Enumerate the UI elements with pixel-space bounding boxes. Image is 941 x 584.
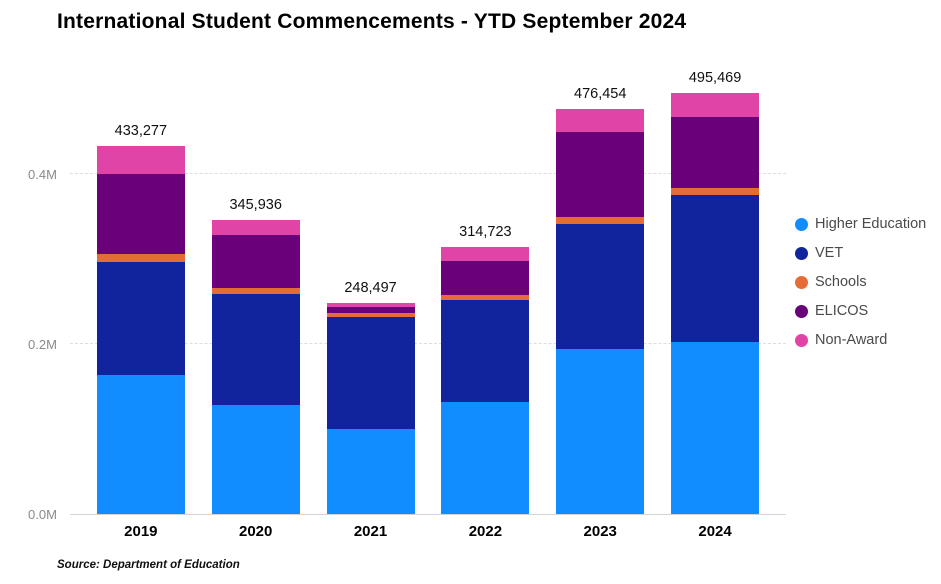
x-label-2021: 2021	[353, 523, 388, 540]
segment-elicos-2020[interactable]	[211, 235, 300, 288]
y-tick-label-0.2M: 0.2M	[28, 337, 57, 352]
bar-group-2020: 345,936	[211, 70, 300, 514]
segment-non-award-2020[interactable]	[211, 220, 300, 236]
x-label-2019: 2019	[124, 523, 158, 540]
segment-elicos-2019[interactable]	[96, 174, 185, 255]
x-label-2022: 2022	[468, 523, 503, 540]
segment-schools-2020[interactable]	[211, 287, 300, 294]
segment-elicos-2021[interactable]	[326, 307, 415, 313]
segment-non-award-2022[interactable]	[441, 246, 530, 261]
segment-schools-2021[interactable]	[326, 313, 415, 317]
bar-stack-2024	[671, 92, 760, 514]
legend-label-non-award: Non-Award	[815, 332, 888, 348]
segment-elicos-2024[interactable]	[671, 117, 760, 188]
legend-label-higher-education: Higher Education	[815, 216, 927, 232]
y-tick-label-0.4M: 0.4M	[28, 167, 57, 182]
segment-vet-2021[interactable]	[326, 316, 415, 429]
segment-vet-2024[interactable]	[671, 195, 760, 343]
segment-non-award-2024[interactable]	[671, 92, 760, 118]
bar-stack-2022	[441, 246, 530, 514]
segment-higher-education-2023[interactable]	[556, 349, 645, 514]
bar-stack-2019	[96, 145, 185, 514]
segment-non-award-2019[interactable]	[96, 145, 185, 175]
total-label-2021: 248,497	[344, 279, 397, 296]
segment-vet-2019[interactable]	[96, 262, 185, 375]
segment-schools-2019[interactable]	[96, 254, 185, 263]
segment-schools-2022[interactable]	[441, 294, 530, 300]
segment-schools-2024[interactable]	[671, 187, 760, 196]
legend-label-schools: Schools	[815, 274, 867, 290]
bar-group-2021: 248,497	[326, 70, 415, 514]
x-label-2020: 2020	[239, 523, 273, 540]
segment-higher-education-2020[interactable]	[211, 405, 300, 514]
legend-item-higher-education[interactable]: Higher Education	[795, 216, 926, 232]
x-axis: 2019 2020 2021 2022 2023 2024	[70, 523, 786, 540]
segment-higher-education-2024[interactable]	[671, 342, 760, 514]
segment-higher-education-2019[interactable]	[96, 374, 185, 514]
bar-stack-2020	[211, 220, 300, 514]
total-label-2023: 476,454	[574, 86, 627, 103]
total-label-2022: 314,723	[459, 223, 512, 240]
segment-higher-education-2021[interactable]	[326, 429, 415, 514]
segment-non-award-2021[interactable]	[326, 302, 415, 308]
legend: Higher Education VET Schools ELICOS Non-Awar…	[795, 216, 926, 348]
legend-item-non-award[interactable]: Non-Award	[795, 332, 926, 348]
legend-item-vet[interactable]: VET	[795, 245, 926, 261]
legend-marker-elicos	[795, 304, 808, 318]
legend-label-vet: VET	[815, 245, 844, 261]
bar-group-2024: 495,469	[671, 69, 760, 514]
gridline-0.4M	[70, 173, 786, 174]
plot-area: 433,277 345,936 248,497 314,723 476,454 495,4…	[70, 70, 786, 515]
legend-marker-non-award	[795, 333, 808, 347]
bar-stack-2023	[556, 109, 645, 514]
bar-group-2023: 476,454	[556, 70, 645, 514]
bars-container: 433,277 345,936 248,497 314,723 476,454 495,4…	[70, 70, 786, 514]
segment-non-award-2023[interactable]	[556, 109, 645, 132]
segment-higher-education-2022[interactable]	[441, 401, 530, 514]
x-label-2023: 2023	[583, 523, 617, 540]
total-label-2020: 345,936	[229, 196, 282, 213]
segment-schools-2023[interactable]	[556, 217, 645, 225]
segment-elicos-2023[interactable]	[556, 131, 645, 218]
total-label-2024: 495,469	[688, 69, 742, 86]
segment-elicos-2022[interactable]	[441, 260, 530, 295]
y-tick-label-0.0M: 0.0M	[28, 507, 57, 522]
gridline-0.2M	[70, 343, 786, 344]
x-label-2024: 2024	[698, 523, 732, 540]
legend-label-elicos: ELICOS	[815, 303, 869, 319]
legend-marker-schools	[795, 275, 808, 289]
source-note: Source: Department of Education	[57, 559, 240, 571]
legend-marker-vet	[795, 246, 808, 260]
chart-title: International Student Commencements - YT…	[57, 10, 687, 33]
segment-vet-2022[interactable]	[441, 299, 530, 402]
bar-stack-2021	[326, 302, 415, 514]
bar-group-2022: 314,723	[441, 70, 530, 514]
segment-vet-2023[interactable]	[556, 224, 645, 350]
segment-vet-2020[interactable]	[211, 293, 300, 406]
total-label-2019: 433,277	[114, 122, 168, 139]
bar-group-2019: 433,277	[96, 70, 185, 514]
legend-item-elicos[interactable]: ELICOS	[795, 303, 926, 319]
legend-marker-higher-education	[795, 217, 808, 231]
legend-item-schools[interactable]: Schools	[795, 274, 926, 290]
